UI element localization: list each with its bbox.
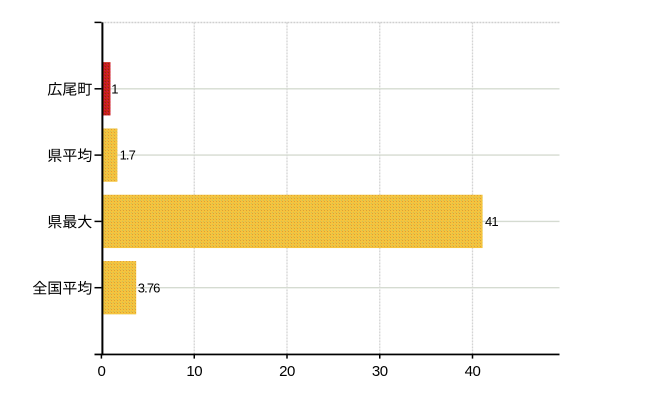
- svg-text:3.76: 3.76: [138, 280, 160, 295]
- svg-text:0: 0: [97, 363, 105, 380]
- svg-text:1.7: 1.7: [120, 148, 136, 163]
- svg-text:20: 20: [279, 363, 295, 380]
- svg-text:10: 10: [186, 363, 202, 380]
- svg-text:40: 40: [465, 363, 481, 380]
- svg-text:1: 1: [111, 81, 118, 96]
- svg-text:41: 41: [485, 214, 498, 229]
- svg-text:30: 30: [372, 363, 388, 380]
